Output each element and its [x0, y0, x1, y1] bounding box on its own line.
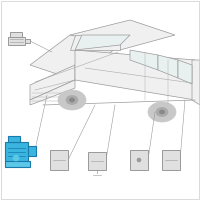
Ellipse shape	[66, 96, 78, 104]
Ellipse shape	[160, 110, 164, 114]
Polygon shape	[28, 146, 36, 156]
Polygon shape	[130, 50, 158, 70]
Circle shape	[13, 155, 19, 161]
Polygon shape	[70, 35, 120, 50]
Polygon shape	[50, 150, 68, 170]
Polygon shape	[8, 37, 25, 45]
Polygon shape	[70, 20, 175, 50]
Circle shape	[134, 155, 144, 165]
Polygon shape	[178, 60, 192, 84]
Polygon shape	[30, 65, 75, 100]
Polygon shape	[8, 136, 20, 142]
Polygon shape	[162, 150, 180, 170]
Ellipse shape	[70, 98, 74, 102]
Ellipse shape	[148, 102, 176, 122]
Polygon shape	[192, 60, 200, 105]
Polygon shape	[5, 142, 28, 162]
Polygon shape	[5, 161, 30, 167]
Polygon shape	[158, 55, 178, 78]
Ellipse shape	[58, 90, 86, 110]
Ellipse shape	[156, 108, 168, 116]
Polygon shape	[25, 39, 30, 43]
Polygon shape	[130, 150, 148, 170]
Polygon shape	[30, 80, 75, 105]
Polygon shape	[75, 50, 195, 100]
Polygon shape	[75, 35, 130, 50]
Polygon shape	[30, 35, 120, 80]
Polygon shape	[88, 152, 106, 170]
Polygon shape	[10, 32, 22, 37]
Circle shape	[137, 158, 141, 162]
